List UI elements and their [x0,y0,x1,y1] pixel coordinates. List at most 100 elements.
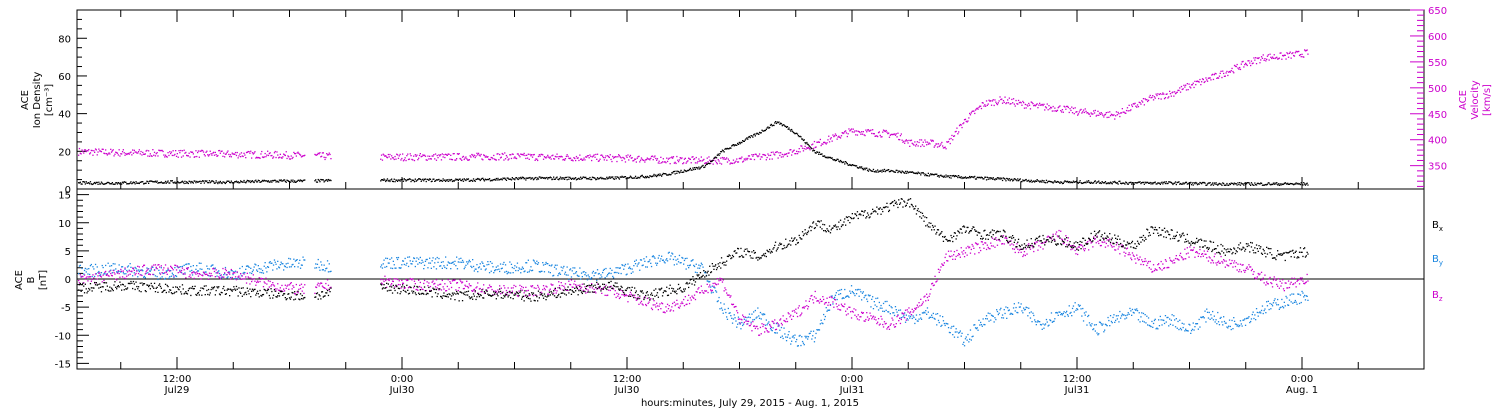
data-point [779,154,781,157]
data-point [137,151,140,153]
data-point [777,122,779,124]
data-point [288,156,290,158]
data-point [86,268,88,270]
data-point [1116,318,1118,320]
data-point [488,159,491,161]
data-point [247,265,249,267]
data-point [597,286,600,288]
data-point [770,329,772,331]
data-point [1307,53,1309,55]
data-point [316,263,319,265]
data-point [219,278,221,280]
data-point [324,287,326,289]
data-point [406,179,408,181]
data-point [476,178,478,180]
data-point [304,179,306,181]
data-point [147,268,149,270]
data-point [733,162,735,164]
data-point [531,177,534,179]
data-point [94,182,97,185]
data-point [913,144,915,146]
data-point [1039,102,1041,104]
data-point [571,286,573,288]
data-point [820,319,822,321]
data-point [403,178,405,180]
data-point [393,178,395,180]
data-point [1231,182,1233,185]
data-point [1174,319,1176,321]
data-point [327,178,330,181]
data-point [1228,184,1230,186]
data-point [756,132,758,134]
data-point [1007,307,1009,309]
data-point [647,261,649,263]
data-point [116,182,118,184]
data-point [1142,181,1144,184]
data-point [1272,302,1275,304]
data-point [1184,182,1186,184]
data-point [508,158,510,160]
data-point [542,262,544,264]
data-point [168,154,170,157]
data-point [1242,183,1244,185]
data-point [214,151,216,154]
data-point [98,272,100,274]
data-point [1264,58,1266,60]
data-point [974,324,976,326]
data-point [590,155,592,158]
data-point [220,277,222,279]
data-point [1277,298,1279,301]
data-point [154,155,157,157]
data-point [587,177,589,180]
data-point [753,311,755,313]
data-point [679,157,681,159]
data-point [275,156,277,159]
data-point [986,318,988,320]
data-point [317,258,319,261]
data-point [1000,98,1002,101]
data-point [1264,308,1266,310]
data-point [1202,78,1204,81]
data-point [974,175,976,178]
data-point [542,154,544,156]
data-point [505,270,508,273]
data-point [1288,183,1291,185]
data-point [739,157,741,159]
data-point [324,158,326,161]
data-point [1091,113,1093,115]
data-point [656,262,659,264]
data-point [989,100,991,102]
data-point [622,264,624,267]
data-point [259,181,261,183]
data-point [780,326,783,329]
data-point [623,176,625,178]
data-point [397,256,400,259]
data-point [758,317,761,319]
data-point [1285,58,1287,60]
data-point [717,159,719,161]
data-point [510,154,512,156]
data-point [1188,323,1190,325]
data-point [245,151,248,154]
data-point [265,267,267,269]
data-point [142,181,144,183]
data-point [1001,179,1004,182]
data-point [866,300,869,303]
data-point [446,154,448,156]
data-point [188,180,190,182]
data-point [874,171,876,173]
data-point [436,154,438,157]
data-point [1216,77,1218,79]
data-point [719,153,721,155]
data-point [1065,108,1067,110]
data-point [711,285,713,287]
data-point [541,270,543,272]
data-point [221,276,223,278]
data-point [155,267,157,269]
data-point [1073,181,1075,183]
data-point [574,177,576,179]
data-point [126,183,129,185]
top-right-tick-label: 450 [1428,110,1447,121]
data-point [1278,57,1280,59]
